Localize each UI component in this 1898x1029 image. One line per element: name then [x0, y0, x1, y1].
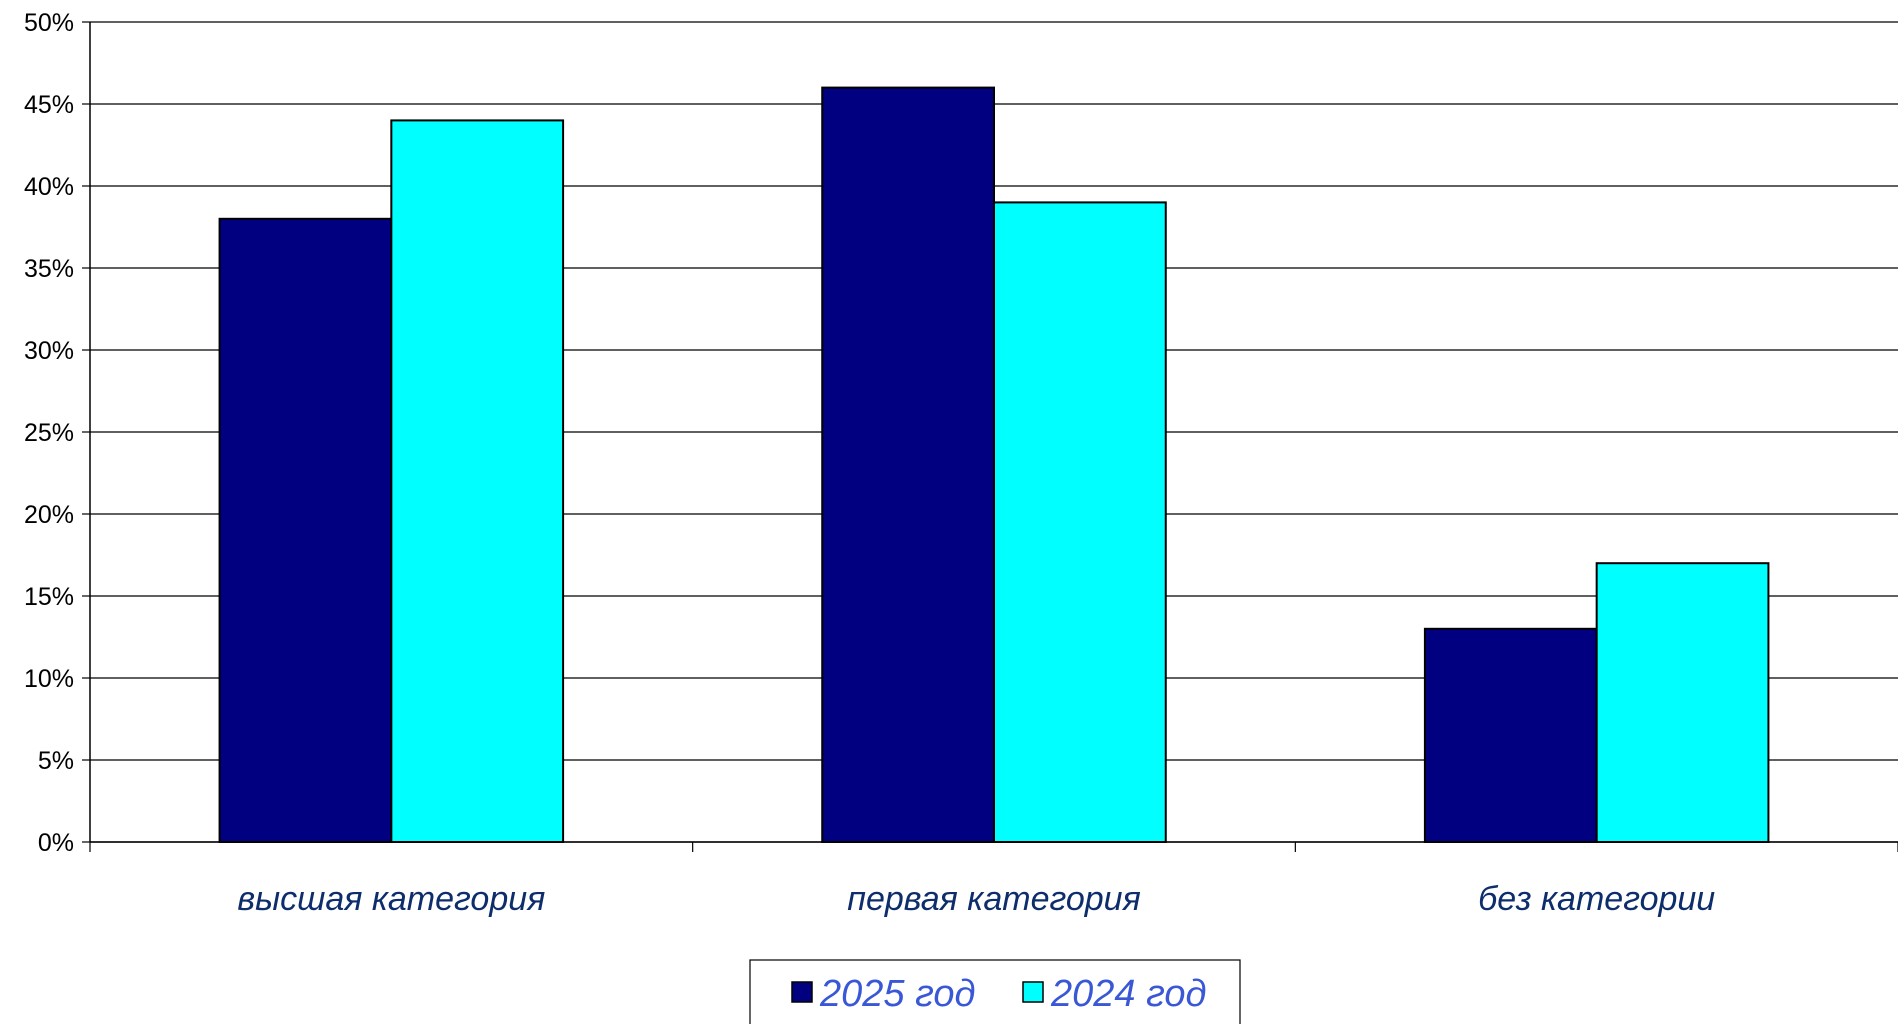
legend-label: 2025 год — [819, 973, 976, 1015]
y-axis-tick-labels: 0% 5% 10% 15% 20% 25% 30% 35% 40% 45% 50% — [24, 9, 74, 857]
y-tick-label: 5% — [38, 747, 74, 775]
category-labels: высшая категория первая категория без кате… — [237, 880, 1715, 918]
legend-box — [749, 959, 1241, 1027]
y-tick-label: 0% — [38, 829, 74, 857]
y-tick-label: 50% — [24, 9, 74, 37]
legend-swatch — [1022, 981, 1044, 1003]
x-category-label: первая категория — [847, 880, 1141, 918]
y-tick-label: 40% — [24, 173, 74, 201]
bars — [218, 86, 1770, 844]
bar — [993, 201, 1167, 843]
y-tick-label: 45% — [24, 91, 74, 119]
x-category-label: без категории — [1478, 880, 1715, 918]
y-tick-label: 10% — [24, 665, 74, 693]
bar — [821, 86, 995, 844]
y-tick-label: 15% — [24, 583, 74, 611]
bar — [1595, 562, 1770, 843]
y-tick-label: 35% — [24, 255, 74, 283]
legend-label: 2024 год — [1050, 973, 1207, 1015]
legend-swatch — [791, 981, 813, 1003]
y-tick-label: 25% — [24, 419, 74, 447]
bar — [390, 119, 565, 843]
x-category-label: высшая категория — [237, 880, 545, 918]
axes — [82, 21, 1898, 852]
y-tick-label: 30% — [24, 337, 74, 365]
bar — [218, 217, 393, 844]
y-tick-label: 20% — [24, 501, 74, 529]
legend: 2025 год 2024 год — [749, 959, 1241, 1027]
bar — [1423, 627, 1598, 843]
